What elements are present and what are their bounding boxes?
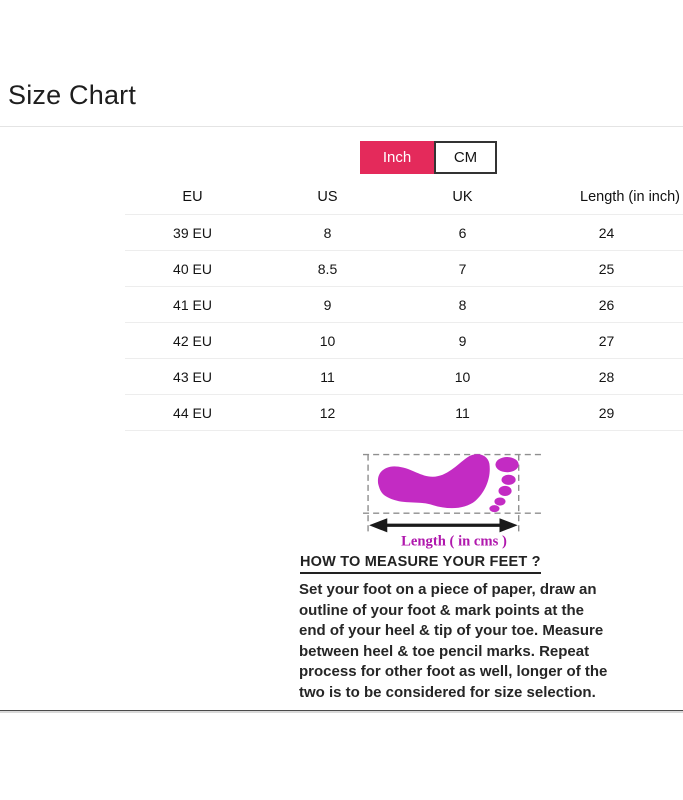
size-cell: 43 EU [173,368,212,385]
length-arrow-label: Length ( in cms ) [401,534,507,549]
size-cell: 41 EU [173,296,212,313]
instruction-line: process for other foot as well, longer o… [299,663,608,680]
size-cell: 8 [323,224,332,241]
bottom-divider [0,710,683,713]
dashed-dimension-box [363,453,545,534]
table-row: 42 EU 10 9 27 [125,322,683,358]
instruction-line: outline of your foot & mark points at th… [299,601,584,619]
table-row: 44 EU 12 11 29 [125,394,683,430]
toe-shape [494,497,506,506]
size-cell: 10 [454,368,471,385]
size-table: EU US UK Length (in inch) 39 EU 8 6 24 4… [125,180,683,431]
size-cell: 9 [323,296,332,313]
toe-shape [489,505,500,513]
column-header-length: Length (in inch) [580,189,680,205]
size-cell: 26 [598,296,615,313]
cm-toggle-button[interactable]: CM [434,141,497,174]
length-arrow-icon [369,518,518,533]
size-cell: 7 [458,260,467,277]
table-row: 39 EU 8 6 24 [125,214,683,250]
table-row: 43 EU 11 10 28 [125,358,683,394]
page-title: Size Chart [8,80,137,110]
toe-shape [498,485,512,496]
size-cell: 8.5 [317,260,338,277]
table-row: 40 EU 8.5 7 25 [125,250,683,286]
howto-heading: HOW TO MEASURE YOUR FEET ? [300,554,541,574]
size-cell: 24 [598,224,615,241]
size-cell: 27 [598,332,615,349]
size-cell: 44 EU [173,404,212,421]
size-cell: 6 [458,224,467,241]
size-cell: 29 [598,404,615,421]
big-toe-shape [495,457,519,473]
top-divider [0,126,683,127]
size-cell: 9 [458,332,467,349]
size-cell: 42 EU [173,332,212,349]
size-cell: 10 [319,332,336,349]
size-cell: 40 EU [173,260,212,277]
size-cell: 39 EU [173,224,212,241]
instruction-line: Set your foot on a piece of paper, draw … [299,581,597,598]
instruction-line: end of your heel & tip of your toe. Meas… [299,622,604,639]
toe-shape [501,474,516,485]
foot-icon [377,454,519,513]
instruction-line: between heel & toe pencil marks. Repeat [299,642,590,660]
howto-instructions: Set your foot on a piece of paper, draw … [299,580,629,703]
table-row: 41 EU 9 8 26 [125,286,683,322]
foot-sole-shape [377,454,490,509]
size-cell: 28 [598,368,615,385]
size-cell: 11 [320,368,335,385]
column-header-eu: EU [182,189,203,205]
size-cell: 25 [598,260,615,277]
size-cell: 12 [319,404,336,421]
size-cell: 11 [455,404,470,421]
table-header-row: EU US UK Length (in inch) [125,180,683,214]
inch-toggle-button[interactable]: Inch [360,141,434,174]
unit-toggle: Inch CM [360,141,497,174]
instruction-line: two is to be considered for size selecti… [299,683,596,701]
column-header-us: US [317,189,338,205]
column-header-uk: UK [452,189,473,205]
size-cell: 8 [458,296,467,313]
foot-measure-diagram: Length ( in cms ) [363,453,545,549]
